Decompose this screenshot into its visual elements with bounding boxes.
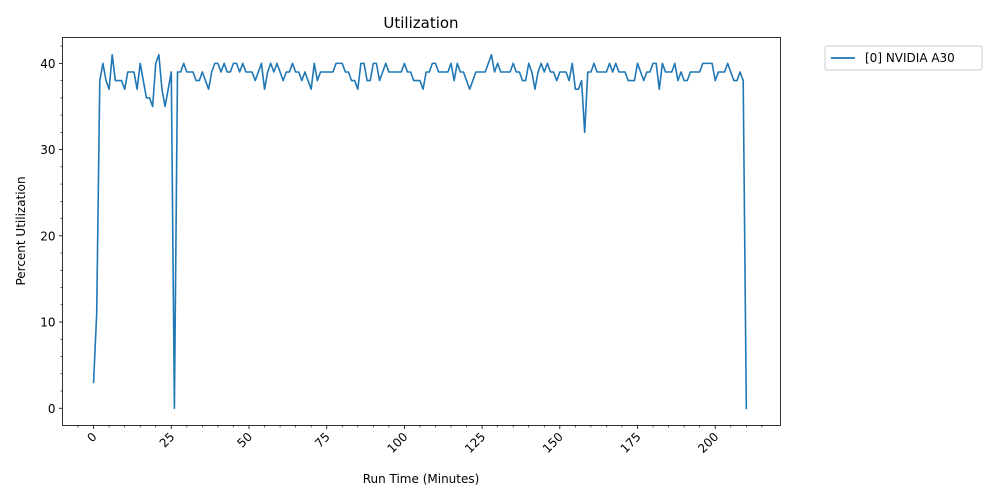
y-tick-label: 40 — [40, 57, 55, 71]
y-tick-label: 10 — [40, 316, 55, 330]
x-tick-label: 125 — [462, 430, 488, 456]
y-tick-label: 0 — [48, 402, 56, 416]
legend: [0] NVIDIA A30 — [824, 45, 983, 71]
legend-frame — [824, 45, 983, 71]
x-tick-label: 100 — [384, 430, 410, 456]
x-tick-label: 75 — [312, 430, 333, 451]
plot-area — [62, 37, 781, 426]
y-axis: 0 10 20 30 40 — [40, 45, 63, 416]
chart-title: Utilization — [383, 14, 458, 32]
x-tick-label: 50 — [234, 430, 255, 451]
y-tick-label: 30 — [40, 143, 55, 157]
x-axis: 0 25 50 75 100 125 150 175 200 — [77, 425, 763, 456]
series-layer — [92, 53, 748, 410]
x-tick-label: 25 — [157, 430, 178, 451]
x-tick-label: 175 — [618, 430, 644, 456]
series-line — [92, 53, 748, 410]
x-tick-label: 0 — [84, 430, 99, 445]
x-axis-label: Run Time (Minutes) — [363, 472, 480, 486]
x-tick-label: 200 — [695, 430, 721, 456]
y-tick-label: 20 — [40, 229, 55, 243]
y-axis-label: Percent Utilization — [14, 176, 28, 285]
legend-label: [0] NVIDIA A30 — [865, 51, 955, 65]
x-tick-label: 150 — [540, 430, 566, 456]
